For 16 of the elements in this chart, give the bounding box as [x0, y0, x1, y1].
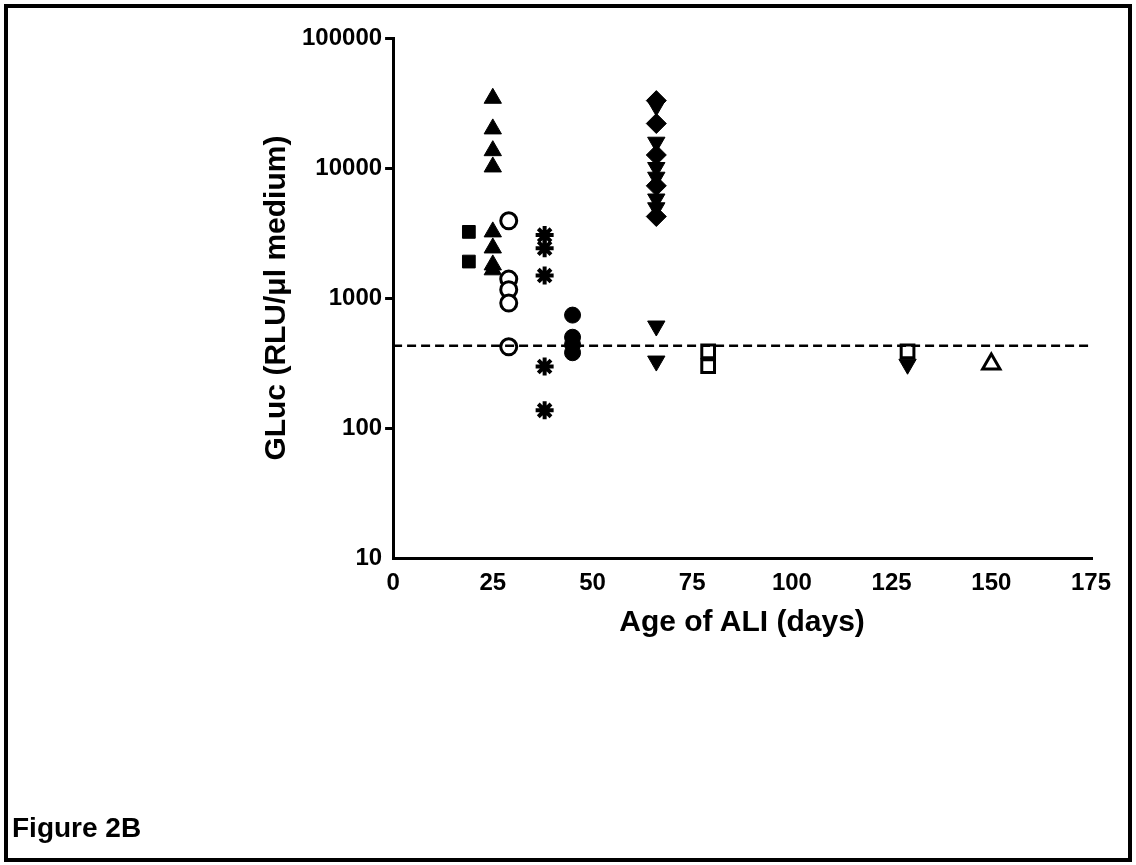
x-tick-label: 175	[1070, 568, 1112, 596]
x-tick-label: 150	[971, 568, 1012, 596]
x-tick-label: 125	[871, 568, 912, 596]
x-axis-title: Age of ALI (days)	[619, 604, 865, 638]
y-tick-label: 10	[355, 542, 383, 570]
y-tick-label: 100000	[301, 22, 383, 50]
x-tick-label: 75	[678, 568, 706, 596]
caption: Figure 2B	[12, 812, 142, 844]
y-tick-label: 10000	[315, 152, 383, 180]
x-tick-label: 100	[771, 568, 812, 596]
y-axis-title: GLuc (RLU/μl medium)	[258, 135, 292, 461]
x-tick-label: 25	[479, 568, 507, 596]
y-tick-label: 1000	[328, 282, 383, 310]
x-tick-label: 50	[579, 568, 606, 596]
x-tick-label: 0	[386, 568, 400, 596]
y-tick-label: 100	[342, 412, 383, 440]
